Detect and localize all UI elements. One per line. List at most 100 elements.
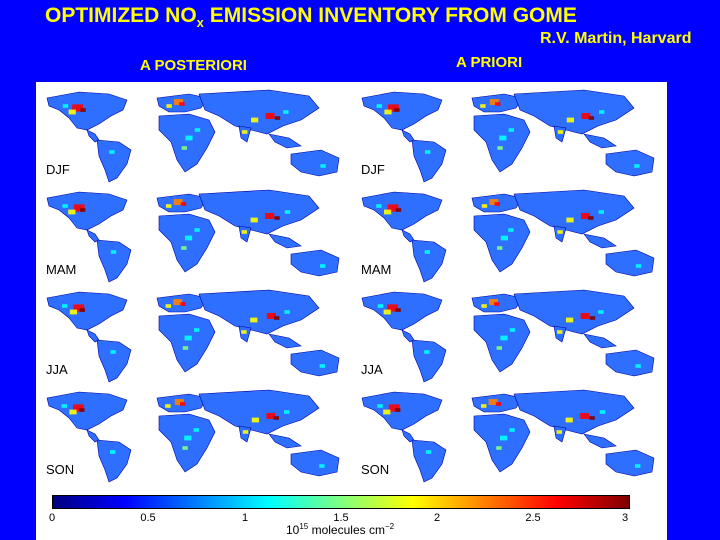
emission-hotspot: [283, 110, 289, 114]
emission-hotspot: [266, 313, 276, 319]
emission-hotspot: [320, 164, 326, 168]
emission-hotspot: [110, 250, 117, 254]
map-graphic: [46, 189, 340, 283]
emission-hotspot: [68, 109, 76, 115]
emission-hotspot: [635, 464, 641, 468]
continent-shape: [605, 349, 655, 377]
continent-shape: [473, 213, 531, 273]
emission-hotspot: [388, 404, 400, 412]
emission-hotspot: [62, 304, 68, 308]
emission-hotspot: [173, 199, 183, 205]
map-panel: JJA: [354, 286, 667, 383]
emission-hotspot: [377, 404, 383, 408]
continent-shape: [513, 189, 635, 235]
continent-shape: [158, 413, 216, 473]
season-label: DJF: [46, 162, 70, 177]
continent-shape: [238, 425, 252, 443]
map-panel: MAM: [39, 186, 352, 283]
emission-hotspot: [274, 116, 281, 120]
continent-shape: [46, 91, 128, 131]
emission-hotspot: [588, 116, 594, 120]
emission-hotspot: [194, 128, 201, 132]
season-label: MAM: [46, 262, 77, 277]
emission-hotspot: [110, 350, 116, 354]
emission-hotspot: [580, 313, 590, 319]
map-graphic: [361, 189, 655, 283]
emission-hotspot: [589, 416, 595, 420]
emission-hotspot: [425, 150, 431, 154]
map-figure: DJF DJF MAM MAM JJA JJA SON SON 0 0.5 1 …: [36, 82, 667, 540]
map-panel: SON: [39, 386, 352, 483]
emission-hotspot: [180, 402, 186, 406]
emission-hotspot: [284, 210, 291, 214]
emission-hotspot: [185, 235, 193, 241]
continent-shape: [238, 325, 252, 343]
map-graphic: [46, 289, 340, 383]
emission-hotspot: [319, 364, 325, 368]
emission-hotspot: [394, 108, 400, 112]
emission-hotspot: [489, 99, 499, 105]
emission-hotspot: [109, 150, 115, 154]
continent-shape: [553, 225, 567, 243]
continent-shape: [411, 139, 447, 183]
emission-hotspot: [265, 113, 275, 119]
map-graphic: [46, 89, 340, 183]
continent-shape: [513, 89, 635, 135]
emission-hotspot: [495, 402, 502, 406]
emission-hotspot: [274, 316, 280, 320]
emission-hotspot: [377, 304, 384, 308]
season-label: SON: [361, 462, 390, 477]
emission-hotspot: [496, 346, 502, 350]
emission-hotspot: [166, 204, 172, 208]
emission-hotspot: [376, 204, 382, 208]
continent-shape: [238, 225, 252, 243]
colorbar: [52, 495, 630, 509]
emission-hotspot: [598, 210, 604, 214]
season-label: DJF: [361, 162, 385, 177]
continent-shape: [96, 239, 132, 283]
continent-shape: [290, 249, 340, 277]
colorbar-tick: 3: [621, 512, 629, 524]
emission-hotspot: [250, 217, 258, 223]
emission-hotspot: [599, 110, 605, 114]
emission-hotspot: [80, 208, 86, 212]
emission-hotspot: [384, 209, 392, 215]
emission-hotspot: [241, 330, 247, 334]
emission-hotspot: [634, 164, 640, 168]
continent-shape: [158, 313, 216, 373]
emission-hotspot: [284, 310, 290, 314]
emission-hotspot: [557, 230, 563, 234]
emission-hotspot: [424, 250, 430, 254]
emission-hotspot: [481, 304, 487, 308]
column-label-priori: A PRIORI: [456, 54, 523, 71]
colorbar-tick: 2.5: [525, 512, 541, 524]
emission-hotspot: [174, 399, 184, 405]
emission-hotspot: [80, 108, 86, 112]
continent-shape: [158, 113, 216, 173]
emission-hotspot: [599, 410, 606, 414]
continent-shape: [361, 191, 443, 231]
emission-hotspot: [72, 104, 83, 112]
map-panel: DJF: [39, 86, 352, 183]
emission-hotspot: [182, 346, 189, 350]
emission-hotspot: [566, 117, 574, 123]
continent-shape: [583, 133, 617, 149]
emission-hotspot: [69, 309, 77, 315]
emission-hotspot: [181, 146, 187, 150]
continent-shape: [96, 339, 132, 383]
continent-shape: [198, 189, 320, 235]
emission-hotspot: [588, 216, 594, 220]
emission-hotspot: [425, 450, 432, 454]
emission-hotspot: [174, 99, 183, 105]
emission-hotspot: [481, 204, 488, 208]
season-label: MAM: [361, 262, 392, 277]
continent-shape: [411, 339, 447, 383]
emission-hotspot: [497, 146, 503, 150]
map-panel: JJA: [39, 286, 352, 383]
emission-hotspot: [480, 104, 486, 108]
continent-shape: [46, 291, 128, 331]
colorbar-tick: 2: [433, 512, 441, 524]
continent-shape: [361, 91, 443, 131]
emission-hotspot: [481, 404, 487, 408]
emission-hotspot: [496, 446, 502, 450]
